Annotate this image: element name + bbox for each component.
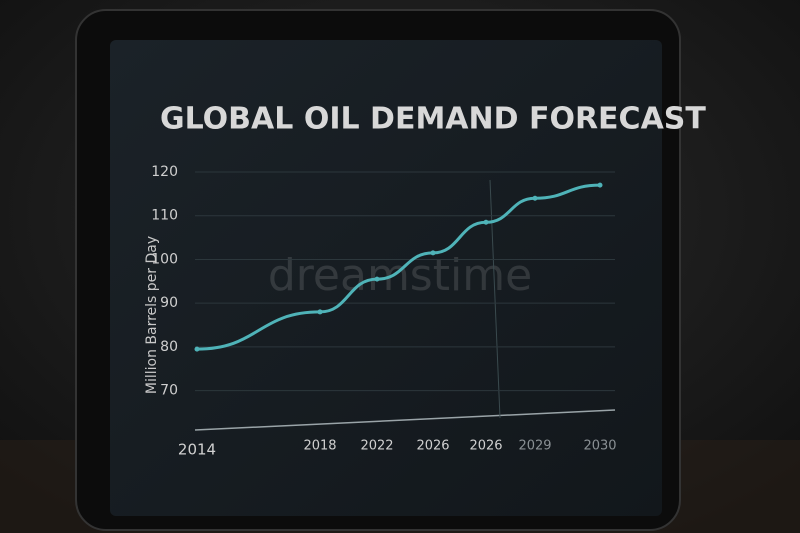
data-point xyxy=(483,219,489,225)
y-tick-label: 90 xyxy=(160,295,178,311)
x-axis xyxy=(194,409,616,431)
y-tick-label: 70 xyxy=(160,383,178,399)
watermark: dreamstime xyxy=(268,250,532,301)
x-tick-label: 2029 xyxy=(518,439,551,454)
data-point xyxy=(430,250,436,256)
x-tick-label: 2026 xyxy=(416,439,449,454)
y-tick-label: 120 xyxy=(151,164,178,180)
x-tick-label: 2014 xyxy=(178,441,216,459)
data-point xyxy=(532,195,538,201)
data-point xyxy=(374,276,380,282)
y-tick-label: 100 xyxy=(151,251,178,267)
x-tick-label: 2022 xyxy=(360,439,393,454)
data-point xyxy=(194,346,200,352)
data-point xyxy=(317,309,323,315)
x-tick-label: 2026 xyxy=(469,439,502,454)
y-tick-label: 110 xyxy=(151,208,178,224)
chart-title: GLOBAL OIL DEMAND FORECAST xyxy=(160,102,706,137)
x-tick-label: 2030 xyxy=(583,439,616,454)
x-tick-label: 2018 xyxy=(303,439,336,454)
y-tick-label: 80 xyxy=(160,339,178,355)
data-point xyxy=(597,182,603,188)
y-axis-label: Million Barrels per Day xyxy=(144,236,160,394)
plot: 70 80 90 100 110 120 2014 2018 2022 2026 2026 2029 2… xyxy=(151,164,616,459)
forecast-divider xyxy=(489,179,501,419)
